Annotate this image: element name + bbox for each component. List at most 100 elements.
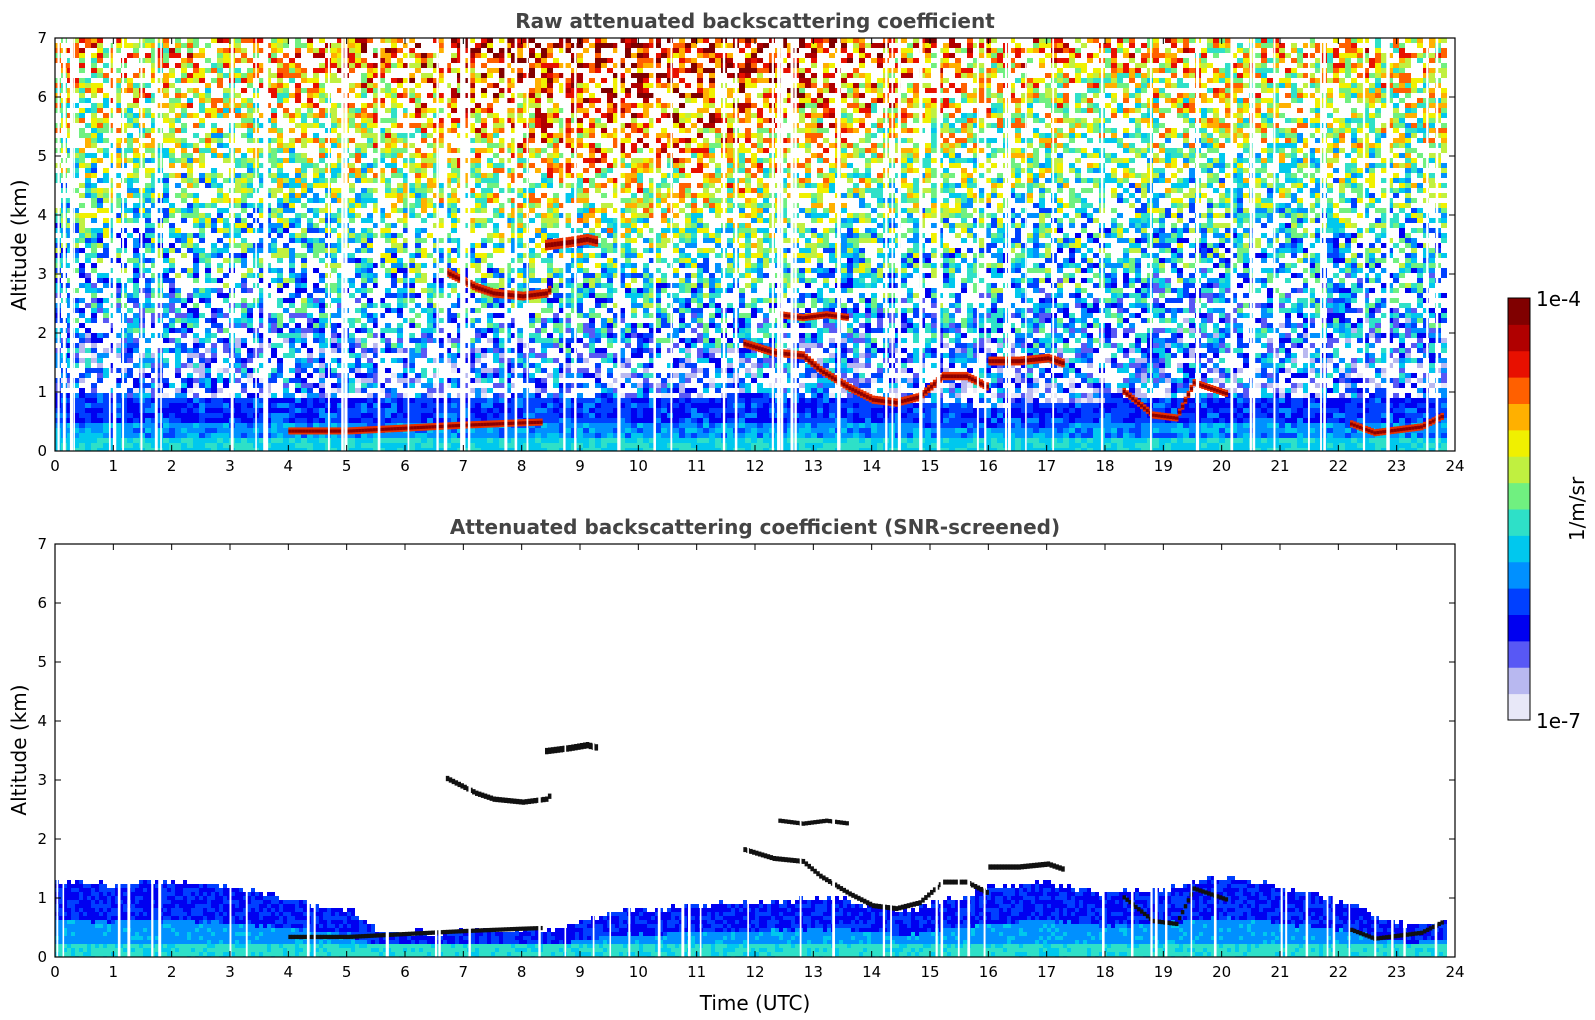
heatmap-cell [277, 203, 283, 208]
heatmap-cell [259, 443, 265, 448]
heatmap-cell [373, 98, 379, 103]
heatmap-cell [541, 423, 547, 428]
heatmap-cell [73, 303, 79, 308]
heatmap-cell [487, 138, 493, 143]
heatmap-cell [349, 253, 355, 258]
heatmap-cell [529, 123, 535, 128]
heatmap-cell [133, 283, 139, 288]
heatmap-cell [337, 298, 343, 303]
heatmap-cell [79, 228, 85, 233]
heatmap-cell [415, 403, 421, 408]
heatmap-cell [403, 243, 409, 248]
heatmap-cell [103, 173, 109, 178]
heatmap-cell [319, 143, 325, 148]
heatmap-cell [511, 448, 517, 451]
heatmap-cell [247, 373, 253, 378]
heatmap-cell [331, 253, 337, 258]
heatmap-cell [289, 193, 295, 198]
heatmap-cell [277, 208, 283, 213]
heatmap-cell [241, 323, 247, 328]
heatmap-cell [175, 358, 181, 363]
heatmap-cell [217, 63, 223, 68]
heatmap-cell [511, 408, 517, 413]
heatmap-cell [211, 103, 217, 108]
heatmap-cell [157, 403, 163, 408]
heatmap-cell [499, 48, 505, 53]
heatmap-cell [247, 58, 253, 63]
heatmap-cell [367, 213, 373, 218]
heatmap-cell [193, 208, 199, 213]
heatmap-cell [181, 158, 187, 163]
heatmap-cell [427, 63, 433, 68]
heatmap-cell [553, 373, 559, 378]
heatmap-cell [571, 403, 577, 408]
heatmap-cell [523, 358, 529, 363]
heatmap-cell [157, 68, 163, 73]
heatmap-cell [565, 293, 571, 298]
heatmap-cell [157, 278, 163, 283]
heatmap-cell [187, 98, 193, 103]
heatmap-cell [73, 348, 79, 353]
heatmap-cell [217, 193, 223, 198]
heatmap-cell [319, 333, 325, 338]
heatmap-cell [517, 258, 523, 263]
heatmap-cell [115, 298, 121, 303]
heatmap-cell [97, 403, 103, 408]
heatmap-cell [547, 78, 553, 83]
heatmap-cell [151, 248, 157, 253]
heatmap-cell [475, 128, 481, 133]
heatmap-cell [559, 108, 565, 113]
heatmap-cell [259, 163, 265, 168]
heatmap-cell [457, 378, 463, 383]
heatmap-cell [523, 38, 529, 43]
heatmap-cell [541, 418, 547, 423]
heatmap-cell [271, 318, 277, 323]
heatmap-cell [301, 158, 307, 163]
heatmap-cell [493, 338, 499, 343]
heatmap-cell [337, 308, 343, 313]
heatmap-cell [499, 73, 505, 78]
heatmap-cell [517, 143, 523, 148]
heatmap-cell [505, 88, 511, 93]
heatmap-cell [175, 288, 181, 293]
heatmap-cell [409, 288, 415, 293]
heatmap-cell [193, 433, 199, 438]
heatmap-cell [529, 393, 535, 398]
heatmap-cell [361, 248, 367, 253]
heatmap-cell [151, 38, 157, 43]
heatmap-cell [463, 413, 469, 418]
heatmap-cell [457, 333, 463, 338]
heatmap-cell [133, 363, 139, 368]
heatmap-cell [481, 378, 487, 383]
heatmap-cell [535, 393, 541, 398]
heatmap-cell [397, 348, 403, 353]
heatmap-cell [451, 268, 457, 273]
heatmap-cell [355, 403, 361, 408]
heatmap-cell [349, 368, 355, 373]
heatmap-cell [193, 243, 199, 248]
heatmap-cell [421, 383, 427, 388]
heatmap-cell [355, 268, 361, 273]
heatmap-cell [379, 168, 385, 173]
heatmap-cell [535, 338, 541, 343]
heatmap-cell [271, 228, 277, 233]
heatmap-cell [547, 213, 553, 218]
heatmap-cell [559, 318, 565, 323]
heatmap-cell [577, 103, 583, 108]
heatmap-cell [349, 118, 355, 123]
heatmap-cell [109, 293, 115, 298]
heatmap-cell [415, 413, 421, 418]
heatmap-cell [187, 58, 193, 63]
heatmap-cell [547, 63, 553, 68]
heatmap-cell [127, 218, 133, 223]
heatmap-cell [349, 333, 355, 338]
heatmap-cell [169, 248, 175, 253]
heatmap-cell [355, 258, 361, 263]
heatmap-cell [271, 248, 277, 253]
heatmap-cell [295, 443, 301, 448]
heatmap-cell [457, 93, 463, 98]
heatmap-cell [97, 298, 103, 303]
heatmap-cell [523, 278, 529, 283]
heatmap-cell [421, 348, 427, 353]
heatmap-cell [391, 168, 397, 173]
